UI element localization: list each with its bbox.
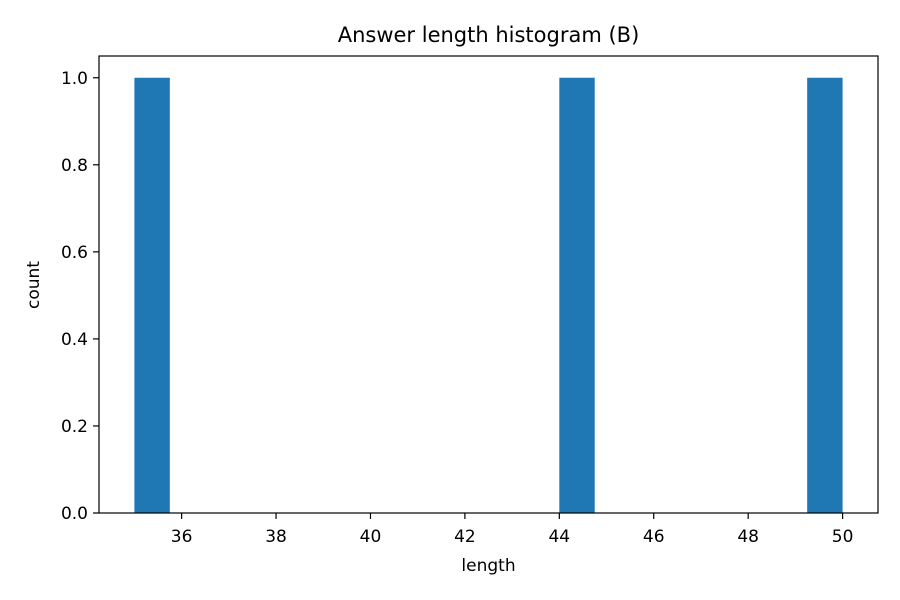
x-tick-label-0: 36 bbox=[171, 527, 193, 547]
histogram-bar-1 bbox=[559, 77, 595, 513]
x-tick-label-3: 42 bbox=[454, 527, 476, 547]
y-tick-label-3: 0.6 bbox=[61, 243, 88, 263]
y-tick-label-4: 0.8 bbox=[61, 156, 88, 176]
plot-frame bbox=[98, 55, 879, 514]
x-tick-label-6: 48 bbox=[737, 527, 759, 547]
histogram-bar-0 bbox=[134, 77, 170, 513]
x-tick-label-2: 40 bbox=[360, 527, 382, 547]
x-tick-label-1: 38 bbox=[265, 527, 287, 547]
x-axis-ticks: 36 38 40 42 44 46 48 50 bbox=[171, 513, 854, 547]
x-tick-label-7: 50 bbox=[832, 527, 854, 547]
chart-title: Answer length histogram (B) bbox=[338, 23, 640, 47]
x-tick-label-5: 46 bbox=[643, 527, 665, 547]
y-tick-label-5: 1.0 bbox=[61, 69, 88, 89]
histogram-bar-2 bbox=[807, 77, 843, 513]
x-axis-label: length bbox=[461, 556, 515, 576]
x-tick-label-4: 44 bbox=[548, 527, 570, 547]
y-tick-label-2: 0.4 bbox=[61, 330, 88, 350]
bars-group bbox=[134, 77, 843, 513]
y-axis-label: count bbox=[24, 261, 44, 309]
y-tick-label-1: 0.2 bbox=[61, 417, 88, 437]
y-axis-ticks: 0.0 0.2 0.4 0.6 0.8 1.0 bbox=[61, 69, 99, 524]
y-tick-label-0: 0.0 bbox=[61, 504, 88, 524]
